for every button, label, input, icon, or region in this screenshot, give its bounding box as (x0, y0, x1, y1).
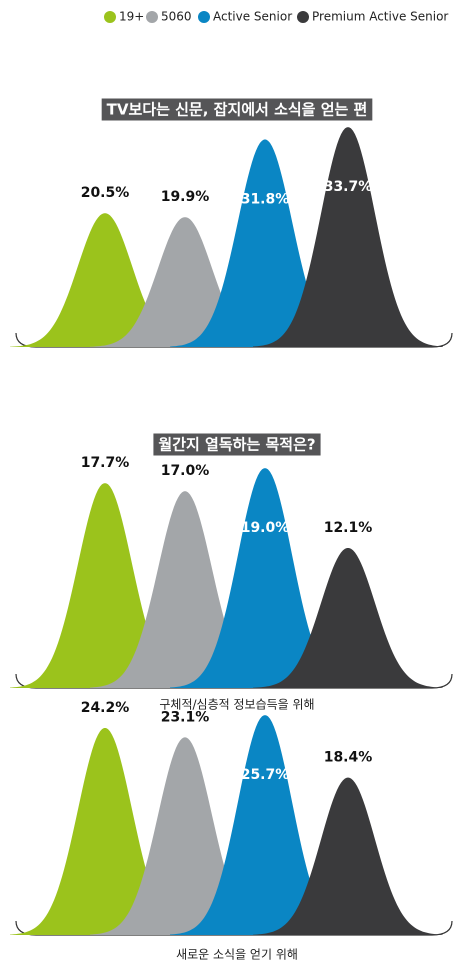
bell (253, 127, 443, 347)
data-label: 24.2% (81, 700, 130, 716)
legend-swatch (104, 11, 116, 23)
data-label: 23.1% (161, 709, 210, 725)
data-label: 19.9% (161, 189, 210, 205)
bell (253, 548, 443, 688)
legend-swatch (198, 11, 210, 23)
bell (90, 217, 280, 347)
legend-label: Active Senior (213, 10, 292, 24)
data-label: 25.7% (241, 767, 290, 783)
bell (90, 737, 280, 935)
data-label: 33.7% (324, 179, 373, 195)
data-label: 31.8% (241, 191, 290, 207)
bell (170, 468, 360, 688)
legend-swatch (297, 11, 309, 23)
caption: 구체적/심층적 정보습득을 위해 (159, 698, 314, 712)
bell (170, 139, 360, 347)
title-box (101, 98, 373, 121)
bell (253, 777, 443, 935)
legend-swatch (146, 11, 158, 23)
legend-label: Premium Active Senior (312, 10, 448, 24)
caption: 새로운 소식을 얻기 위해 (176, 948, 298, 962)
chart-title: TV보다는 신문, 잡지에서 소식을 얻는 편 (107, 101, 368, 119)
legend-label: 5060 (161, 10, 192, 24)
chart: TV보다는 신문, 잡지에서 소식을 얻는 편 20.5% 19.9% 31.8% 33… (10, 98, 453, 348)
legend-label: 19+ (119, 10, 144, 24)
chart: 24.2% 23.1% 25.7% 18.4% 새로운 소식을 얻기 위해 (10, 700, 453, 962)
data-label: 17.7% (81, 455, 130, 471)
data-label: 12.1% (324, 520, 373, 536)
bell (10, 483, 200, 688)
bell (90, 491, 280, 688)
data-label: 20.5% (81, 185, 130, 201)
chart-title: 월간지 열독하는 목적은? (158, 436, 315, 454)
bell (10, 213, 200, 347)
title-box (153, 433, 321, 456)
chart: 월간지 열독하는 목적은? 17.7% 17.0% 19.0% 12.1% 구체적/심층적… (10, 433, 453, 712)
data-label: 18.4% (324, 749, 373, 765)
data-label: 19.0% (241, 520, 290, 536)
bell (170, 715, 360, 935)
data-label: 17.0% (161, 463, 210, 479)
bell (10, 728, 200, 935)
legend: 19+ 5060 Active Senior Premium Active Senio… (104, 10, 448, 24)
